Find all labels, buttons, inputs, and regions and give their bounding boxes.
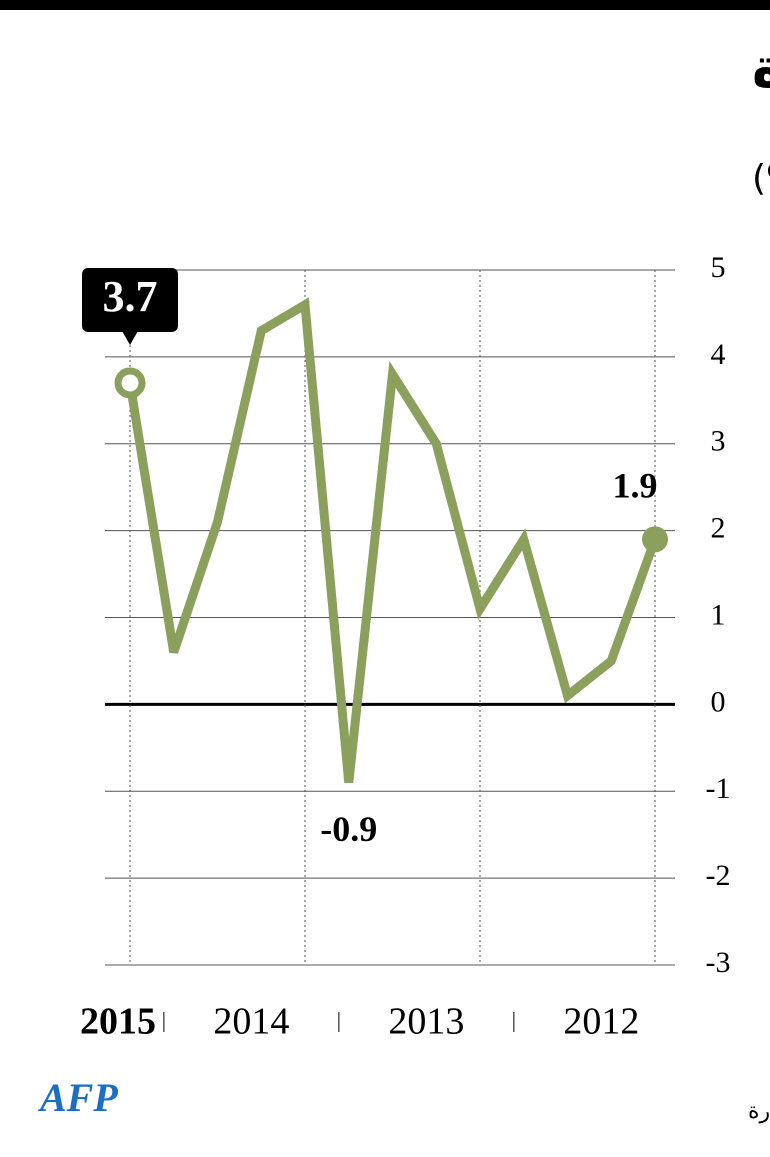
logo: AFP (37, 1075, 118, 1120)
label-box (82, 267, 178, 332)
y-tick-label: 0 (711, 685, 726, 718)
y-tick-label: 1 (711, 598, 726, 631)
point-marker (114, 367, 146, 399)
x-group-label: 2014 (213, 1001, 289, 1043)
chart-subtitle: اجمالي الناتج الداخلي (%) (752, 158, 770, 199)
point-marker (642, 526, 668, 553)
chart-title: النمو في الولايات المتحدة (752, 37, 770, 100)
x-group-label: 2012 (563, 1001, 639, 1043)
data-label: -0.9 (320, 809, 377, 849)
y-tick-label: -1 (706, 772, 731, 805)
x-group-label: 2013 (388, 1001, 464, 1043)
y-tick-label: 2 (711, 512, 726, 545)
y-tick-label: 5 (711, 251, 726, 284)
source: المصدر: وزارة التجارة (748, 1099, 770, 1124)
y-tick-label: 4 (711, 338, 726, 371)
data-label: 1.9 (613, 466, 658, 506)
y-tick-label: 3 (711, 425, 726, 458)
y-tick-label: -3 (706, 946, 731, 979)
y-tick-label: -2 (706, 859, 731, 892)
label-pointer (122, 330, 138, 345)
top-bar (0, 0, 770, 10)
x-group-label: 2015 (80, 1001, 156, 1043)
data-line (125, 297, 660, 784)
data-label: 3.7 (103, 272, 158, 321)
